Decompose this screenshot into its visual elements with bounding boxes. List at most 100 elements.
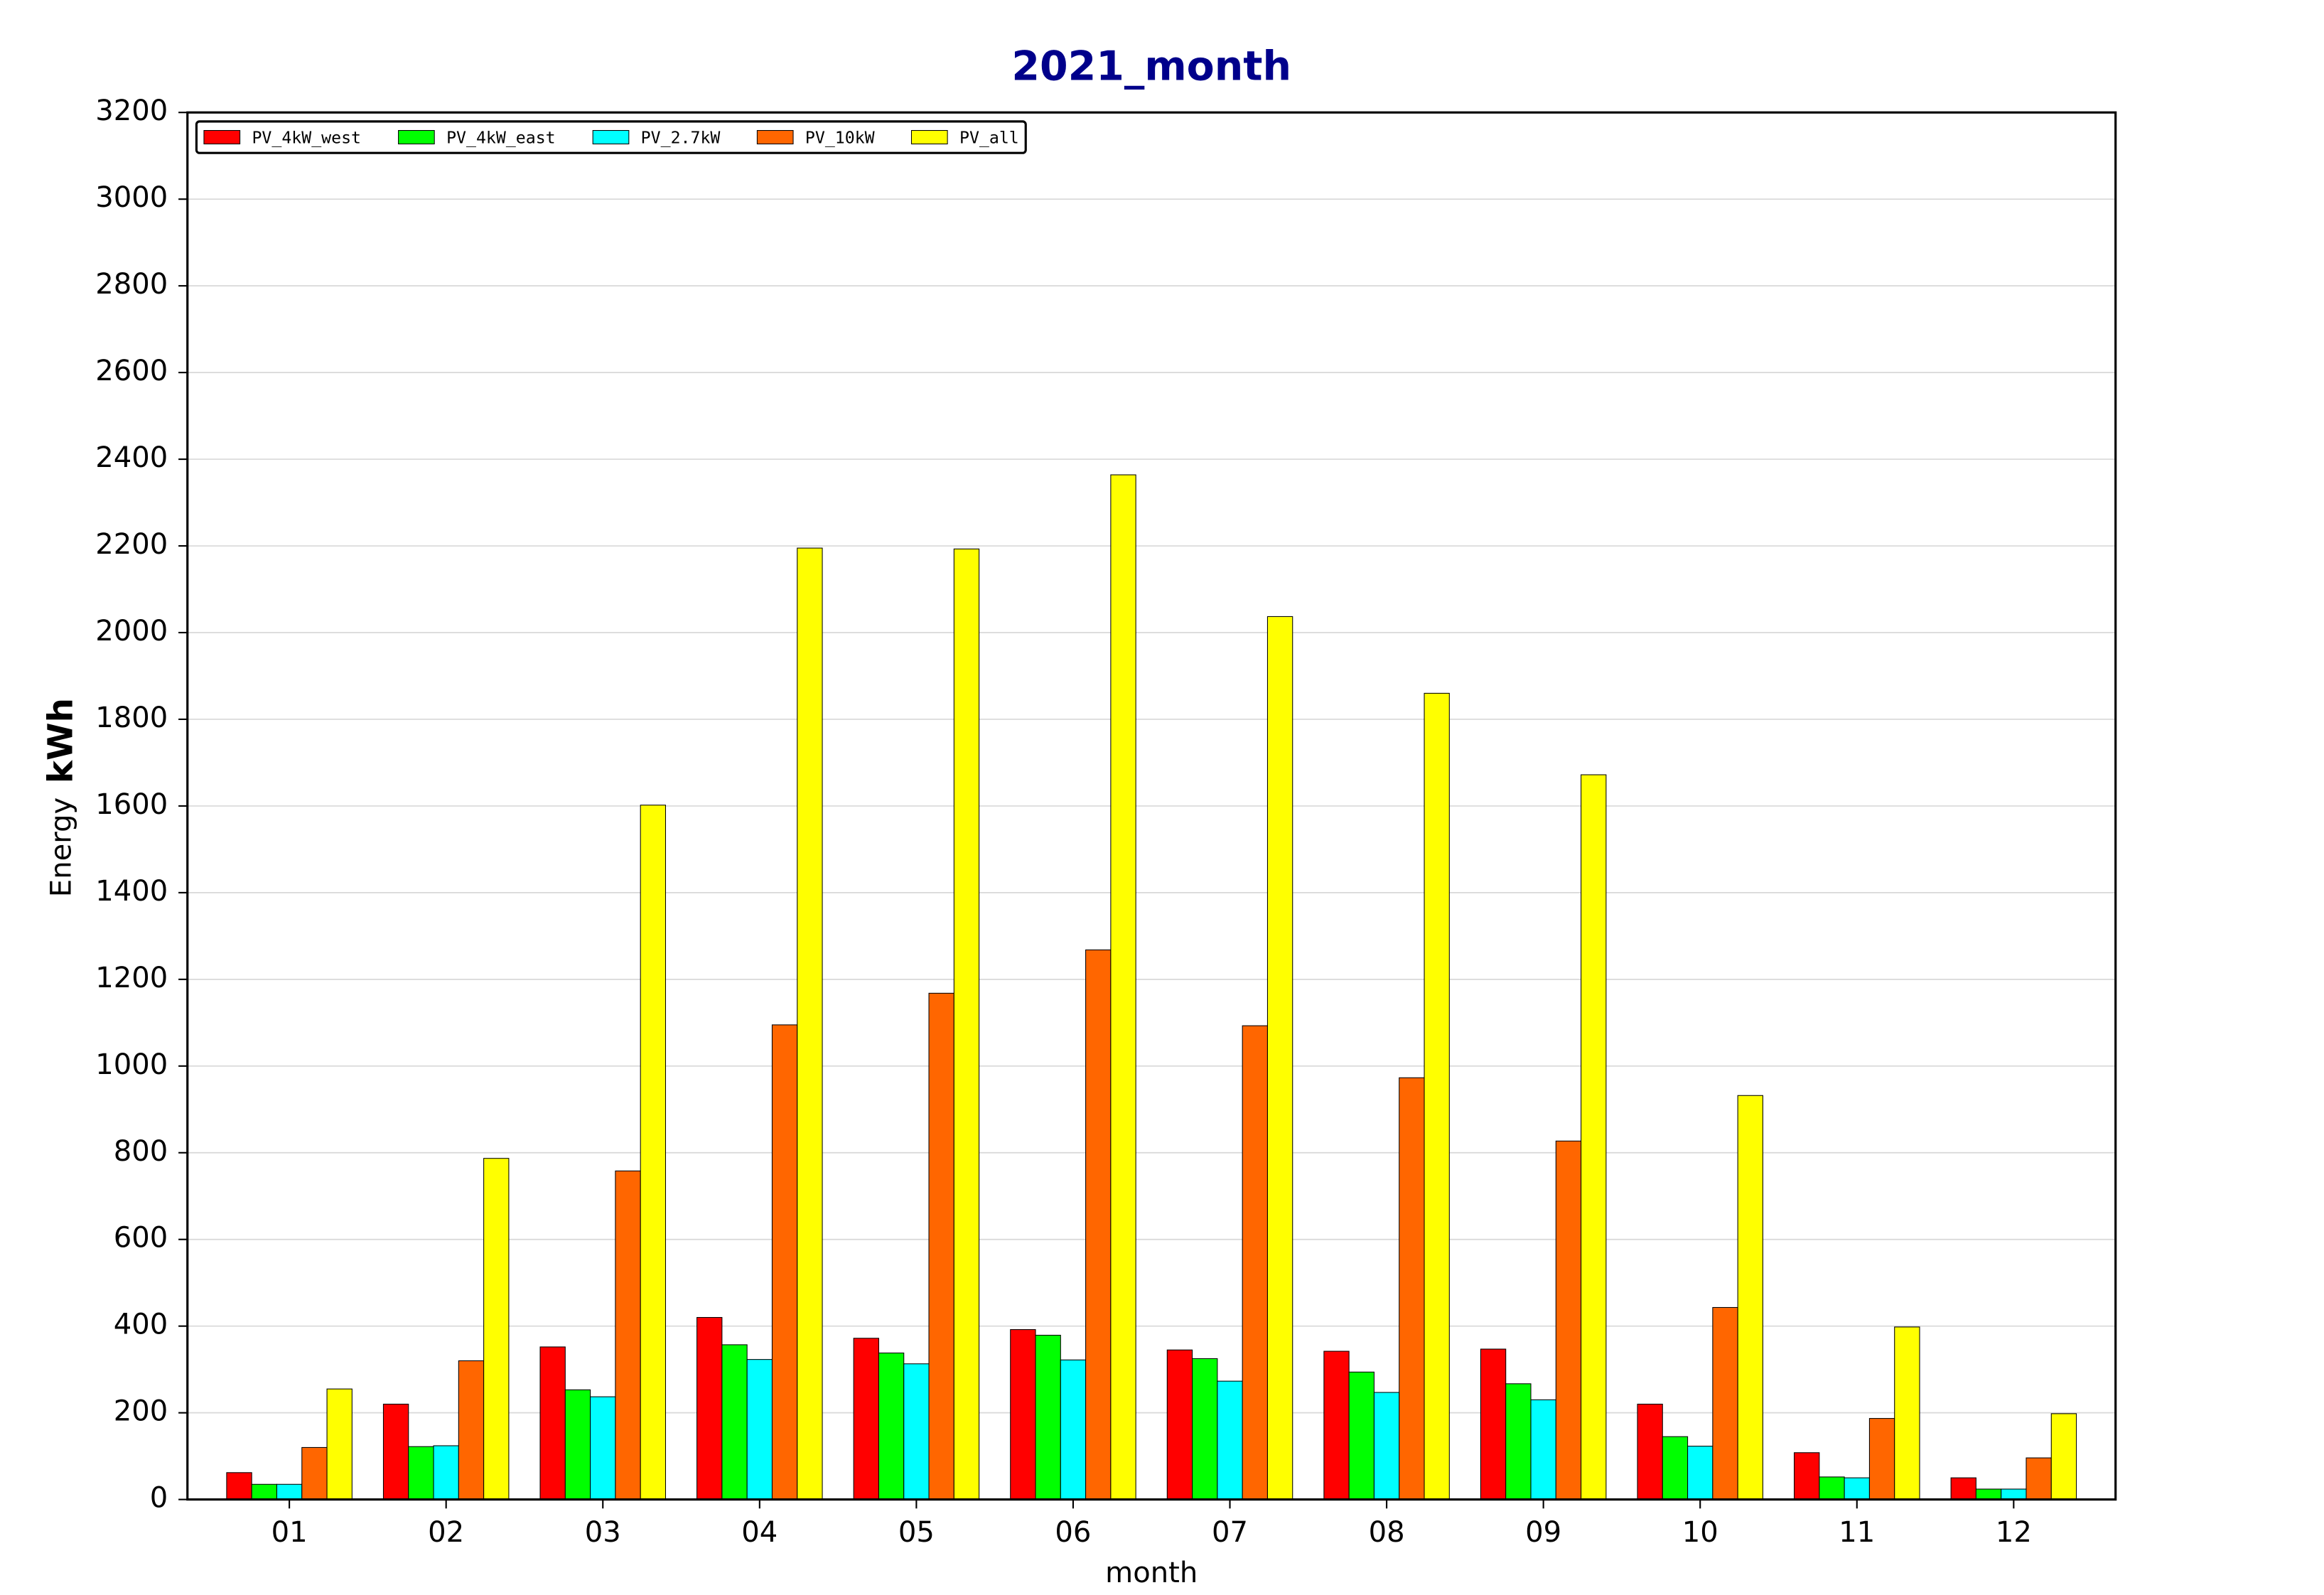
- x-tick-label: 04: [741, 1516, 778, 1549]
- x-tick-label: 03: [585, 1516, 621, 1549]
- bar: [1505, 1383, 1532, 1500]
- bar: [1010, 1329, 1036, 1500]
- x-axis-label: month: [1105, 1557, 1198, 1589]
- y-tick-label: 800: [114, 1135, 168, 1168]
- chart-title: 2021_month: [1011, 43, 1291, 90]
- x-tick-label: 12: [1996, 1516, 2032, 1549]
- legend-label: PV_2.7kW: [641, 129, 721, 148]
- x-tick-label: 06: [1055, 1516, 1091, 1549]
- plot-frame: [186, 111, 2117, 1501]
- legend-label: PV_4kW_east: [446, 129, 556, 148]
- bar: [590, 1396, 616, 1500]
- y-axis-label: Energy: [45, 798, 78, 897]
- bar: [1373, 1392, 1400, 1500]
- y-tick-label: 2800: [95, 268, 168, 301]
- bar: [1110, 474, 1136, 1500]
- bar: [1581, 774, 1607, 1500]
- y-tick-label: 2000: [95, 615, 168, 648]
- bar: [251, 1483, 277, 1500]
- bar: [1399, 1077, 1425, 1500]
- bar: [276, 1483, 303, 1500]
- bar: [696, 1316, 723, 1500]
- bar: [721, 1344, 748, 1500]
- bar: [1794, 1452, 1820, 1500]
- bar: [1950, 1477, 1976, 1500]
- bar: [1035, 1334, 1061, 1500]
- bar: [1242, 1025, 1268, 1500]
- bar: [953, 548, 980, 1500]
- y-tick-label: 2400: [95, 441, 168, 474]
- bar: [1480, 1348, 1507, 1500]
- x-tick-label: 11: [1839, 1516, 1875, 1549]
- bar: [408, 1446, 434, 1500]
- bar: [903, 1363, 930, 1500]
- y-tick-label: 1200: [95, 962, 168, 994]
- bar: [433, 1445, 459, 1500]
- y-tick-label: 200: [114, 1395, 168, 1428]
- bar: [1192, 1358, 1218, 1500]
- bar: [1323, 1350, 1350, 1500]
- bar: [797, 547, 823, 1500]
- x-tick-label: 05: [898, 1516, 935, 1549]
- bar: [301, 1446, 328, 1500]
- y-tick-label: 600: [114, 1222, 168, 1255]
- bar: [1166, 1349, 1193, 1500]
- bar: [1266, 616, 1293, 1500]
- x-tick-label: 07: [1212, 1516, 1248, 1549]
- legend-swatch: [398, 130, 435, 145]
- bar: [539, 1346, 566, 1500]
- bar: [2001, 1488, 2027, 1500]
- bar: [640, 805, 667, 1500]
- bar: [1662, 1436, 1689, 1500]
- bar: [1530, 1399, 1556, 1500]
- y-tick-label: 2600: [95, 355, 168, 387]
- bar: [226, 1472, 252, 1500]
- bar: [564, 1389, 591, 1500]
- legend-label: PV_4kW_west: [252, 129, 361, 148]
- bar: [1060, 1359, 1087, 1500]
- y-tick-label: 400: [114, 1309, 168, 1341]
- legend-swatch: [756, 130, 794, 145]
- bar: [1894, 1326, 1920, 1500]
- bar: [1975, 1488, 2002, 1500]
- y-tick-label: 3000: [95, 181, 168, 214]
- bar: [1712, 1306, 1738, 1500]
- bar: [878, 1352, 905, 1500]
- bar: [483, 1158, 510, 1500]
- bar: [1555, 1140, 1582, 1500]
- y-tick-label: 1000: [95, 1048, 168, 1081]
- legend-swatch: [203, 130, 241, 145]
- bar: [1348, 1371, 1375, 1500]
- bar: [1085, 949, 1112, 1500]
- x-tick-label: 02: [428, 1516, 464, 1549]
- y-tick-label: 2200: [95, 528, 168, 561]
- bar: [1868, 1418, 1895, 1500]
- bar: [2026, 1457, 2052, 1500]
- legend-label: PV_10kW: [805, 129, 875, 148]
- bar: [1637, 1403, 1663, 1500]
- bar: [1424, 692, 1450, 1500]
- bar: [746, 1359, 773, 1500]
- bar: [928, 992, 954, 1500]
- y-axis-unit: kWh: [41, 698, 81, 783]
- y-tick-label: 1400: [95, 875, 168, 908]
- x-tick-label: 01: [271, 1516, 308, 1549]
- bar: [326, 1388, 353, 1500]
- legend-swatch: [592, 130, 630, 145]
- x-tick-label: 08: [1369, 1516, 1405, 1549]
- legend-swatch: [910, 130, 948, 145]
- bar: [2050, 1413, 2077, 1500]
- bar: [1687, 1446, 1714, 1500]
- bar: [382, 1403, 409, 1500]
- y-tick-label: 0: [150, 1482, 168, 1515]
- bar: [615, 1170, 641, 1500]
- legend-label: PV_all: [959, 129, 1019, 148]
- bar: [853, 1338, 879, 1500]
- y-tick-label: 3200: [95, 95, 168, 127]
- bar: [1217, 1380, 1243, 1500]
- bar: [1844, 1477, 1870, 1500]
- bar: [458, 1360, 485, 1500]
- bar: [1819, 1476, 1845, 1500]
- y-tick-label: 1600: [95, 788, 168, 821]
